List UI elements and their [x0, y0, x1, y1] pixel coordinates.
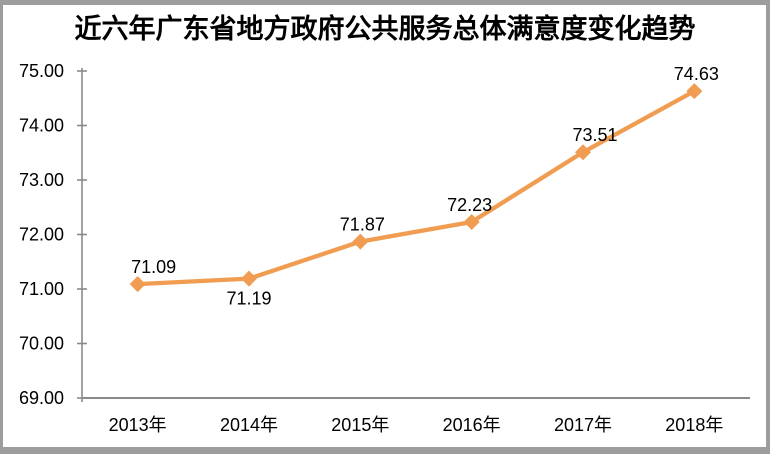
x-tick-label: 2015年: [331, 415, 389, 435]
x-tick-label: 2016年: [443, 415, 501, 435]
x-tick-label: 2013年: [109, 415, 167, 435]
data-point-marker: [352, 233, 369, 250]
series-line: [135, 89, 697, 287]
data-point-label: 72.23: [447, 195, 492, 215]
data-point-marker: [575, 144, 591, 161]
data-point-label: 71.19: [226, 289, 271, 309]
y-tick-label: 71.00: [19, 279, 64, 299]
x-tick-label: 2017年: [554, 415, 612, 435]
data-point-marker: [463, 213, 480, 230]
data-point-label: 73.51: [572, 125, 617, 145]
data-point-marker: [241, 270, 257, 287]
y-tick-label: 70.00: [19, 334, 64, 354]
data-point-label: 74.63: [674, 64, 719, 84]
y-tick-label: 73.00: [19, 170, 64, 190]
y-tick-label: 75.00: [19, 61, 64, 81]
chart-title: 近六年广东省地方政府公共服务总体满意度变化趋势: [74, 14, 696, 44]
y-tick-label: 74.00: [19, 116, 64, 136]
data-point-label: 71.87: [340, 215, 385, 235]
x-tick-label: 2018年: [665, 415, 723, 435]
data-point-marker: [686, 83, 703, 100]
x-tick-label: 2014年: [220, 415, 278, 435]
data-point-marker: [129, 276, 146, 293]
y-tick-label: 72.00: [19, 225, 64, 245]
y-tick-label: 69.00: [19, 388, 64, 408]
data-point-label: 71.09: [131, 257, 176, 277]
